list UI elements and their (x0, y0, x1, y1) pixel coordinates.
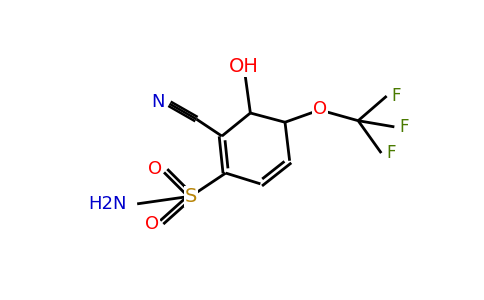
Text: O: O (145, 215, 159, 233)
Text: S: S (185, 187, 197, 206)
Text: O: O (313, 100, 328, 118)
Text: F: F (386, 144, 395, 162)
Text: H2N: H2N (88, 195, 126, 213)
Text: O: O (149, 160, 163, 178)
Text: F: F (391, 87, 401, 105)
Text: F: F (399, 118, 408, 136)
Text: N: N (151, 93, 165, 111)
Text: OH: OH (229, 57, 259, 76)
